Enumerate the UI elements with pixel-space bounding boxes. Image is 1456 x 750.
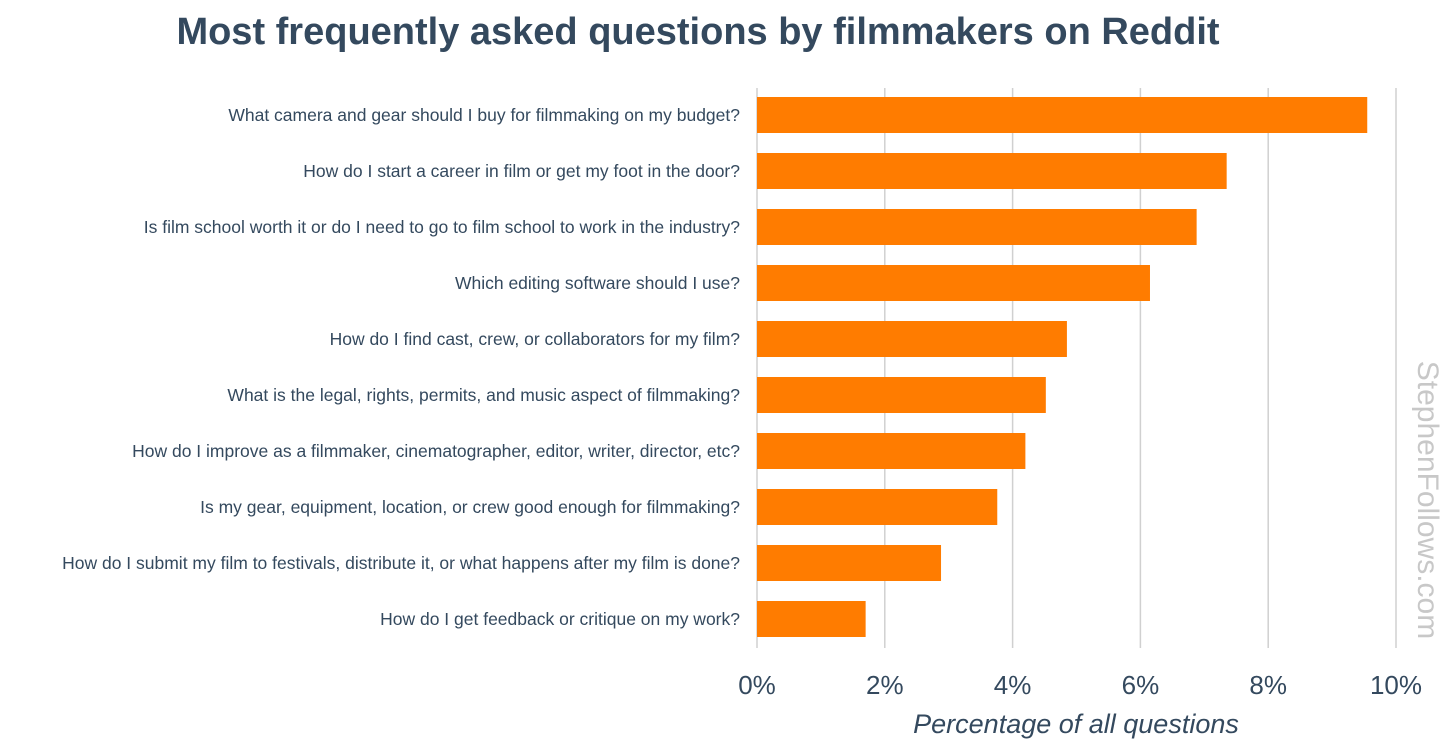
bar (757, 377, 1046, 413)
category-label: How do I start a career in film or get m… (303, 161, 740, 181)
x-tick-label: 8% (1249, 670, 1287, 700)
category-label: What is the legal, rights, permits, and … (227, 385, 740, 405)
bar (757, 545, 942, 581)
category-labels: What camera and gear should I buy for fi… (62, 105, 740, 629)
x-axis-title: Percentage of all questions (913, 709, 1239, 739)
category-label: How do I get feedback or critique on my … (380, 609, 740, 629)
bar (757, 265, 1150, 301)
bar (757, 321, 1067, 357)
x-tick-label: 2% (866, 670, 904, 700)
bar (757, 489, 998, 525)
bar (757, 97, 1368, 133)
category-label: Is film school worth it or do I need to … (144, 217, 741, 237)
x-tick-label: 10% (1370, 670, 1422, 700)
category-label: What camera and gear should I buy for fi… (228, 105, 740, 125)
category-label: How do I find cast, crew, or collaborato… (330, 329, 741, 349)
bar (757, 153, 1227, 189)
watermark-text: StephenFollows.com (1411, 361, 1444, 639)
category-label: Which editing software should I use? (455, 273, 740, 293)
category-label: How do I submit my film to festivals, di… (62, 553, 740, 573)
category-label: Is my gear, equipment, location, or crew… (200, 497, 740, 517)
category-label: How do I improve as a filmmaker, cinemat… (132, 441, 740, 461)
x-tick-labels: 0% 2% 4% 6% 8% 10% (738, 670, 1422, 700)
bar (757, 433, 1026, 469)
x-tick-label: 6% (1122, 670, 1160, 700)
x-tick-label: 0% (738, 670, 776, 700)
x-tick-label: 4% (994, 670, 1032, 700)
bar (757, 601, 866, 637)
bars (757, 97, 1368, 637)
chart-title: Most frequently asked questions by filmm… (176, 11, 1219, 53)
bar (757, 209, 1197, 245)
